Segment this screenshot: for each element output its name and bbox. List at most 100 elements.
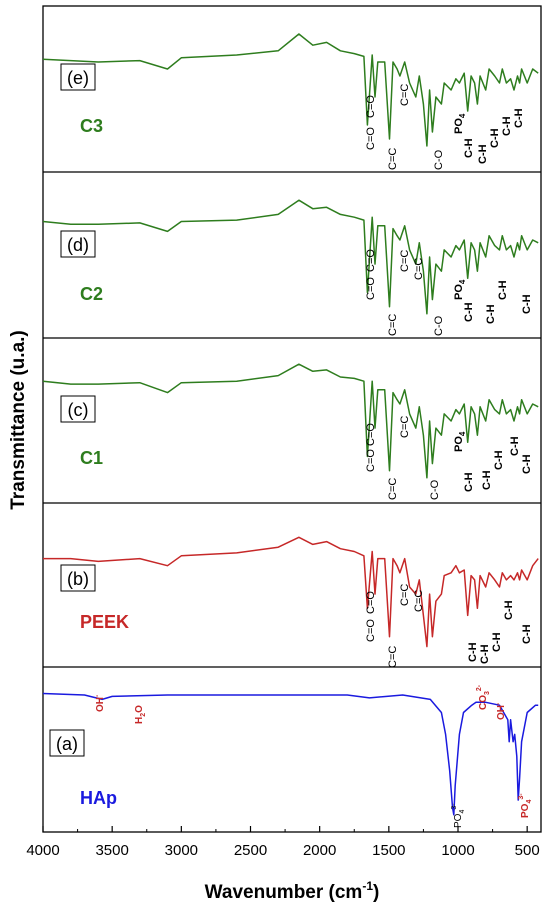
x-axis-label: Wavenumber (cm-1) bbox=[205, 879, 380, 903]
x-tick-label: 2500 bbox=[234, 842, 267, 859]
peak-label: C-H bbox=[467, 642, 479, 662]
peak-label: C=O bbox=[365, 423, 377, 446]
peak-label-subscript: 4 bbox=[526, 800, 533, 804]
x-tick-label: 3500 bbox=[95, 842, 128, 859]
spectrum-line-peek bbox=[43, 536, 539, 648]
peak-label: C-H bbox=[521, 294, 533, 314]
spectrum-line-c1 bbox=[42, 363, 539, 479]
peak-label: CO bbox=[478, 695, 489, 710]
peak-label: C=O bbox=[365, 277, 377, 300]
peak-label: C=O bbox=[365, 449, 377, 472]
x-axis-label-superscript: -1 bbox=[362, 879, 373, 893]
peak-label: C=C bbox=[387, 646, 399, 668]
peak-label: C-O bbox=[429, 479, 441, 500]
panel-d-sample-name: C2 bbox=[80, 284, 103, 304]
peak-label: C=C bbox=[413, 258, 425, 280]
peak-label-subscript: 4 bbox=[458, 431, 467, 436]
peak-label-h2o: H2O bbox=[134, 705, 147, 724]
peak-label-superscript: - bbox=[94, 694, 101, 697]
peak-label: C=C bbox=[399, 84, 411, 106]
peak-label: C=O bbox=[365, 591, 377, 614]
peak-label: C=C bbox=[387, 478, 399, 500]
peak-label-superscript: 3- bbox=[451, 803, 458, 810]
peak-label: PO bbox=[453, 813, 464, 828]
peak-label-oh: OH- bbox=[495, 702, 507, 720]
spectra-layer bbox=[42, 33, 539, 816]
peak-label: C-H bbox=[521, 624, 533, 644]
x-tick-label: 3000 bbox=[165, 842, 198, 859]
x-axis-label-main: Wavenumber (cm bbox=[205, 882, 363, 903]
panel-c-sample-name: C1 bbox=[80, 448, 103, 468]
panel-b-letter: (b) bbox=[67, 569, 89, 589]
panel-c-letter: (c) bbox=[68, 400, 89, 420]
peak-label: OH bbox=[496, 705, 507, 720]
panel-e-sample-name: C3 bbox=[80, 116, 103, 136]
peak-label-superscript: 3- bbox=[518, 793, 525, 800]
x-tick-label: 2000 bbox=[303, 842, 336, 859]
peak-label: PO bbox=[453, 284, 465, 300]
x-axis: 4000 3500 3000 2500 2000 1500 1000 500 bbox=[26, 826, 540, 859]
peak-label-subscript: 4 bbox=[458, 279, 467, 284]
peak-label: C-H bbox=[501, 116, 513, 136]
peak-label: C=C bbox=[399, 416, 411, 438]
spectrum-line-hap bbox=[42, 692, 539, 816]
peak-label-subscript: 3 bbox=[484, 691, 491, 695]
peak-label: C=O bbox=[365, 127, 377, 150]
plot-frame bbox=[42, 5, 542, 833]
peak-label: C-H bbox=[481, 470, 493, 490]
peak-label: C-H bbox=[477, 144, 489, 164]
peak-label: C=O bbox=[365, 249, 377, 272]
peak-label: C=C bbox=[387, 148, 399, 170]
panel-a: (a) HAp OH- H2O CO32- OH- PO43- PO43- bbox=[49, 684, 533, 828]
peak-label-subscript: 4 bbox=[459, 810, 466, 814]
peak-label: C-H bbox=[503, 600, 515, 620]
panel-b-letter-box bbox=[60, 564, 96, 592]
panel-e: (e) C3 C=O C=O C=C C=C C-O PO4 C-H C-H C… bbox=[60, 63, 525, 170]
panel-d: (d) C2 C=O C=O C=C C=C C=C C-O PO4 C-H C… bbox=[60, 230, 533, 336]
panel-b-sample-name: PEEK bbox=[80, 612, 129, 632]
peak-label: H bbox=[134, 717, 145, 724]
peak-label-po4: PO43- bbox=[518, 793, 533, 818]
peak-label: C-H bbox=[489, 128, 501, 148]
peak-label: C-H bbox=[479, 644, 491, 664]
peak-label: C-H bbox=[521, 454, 533, 474]
panel-c-letter-box bbox=[60, 395, 96, 423]
panel-a-letter: (a) bbox=[56, 734, 78, 754]
peak-label: PO bbox=[453, 118, 465, 134]
peak-label: OH bbox=[95, 697, 106, 712]
peak-label: C-H bbox=[463, 302, 475, 322]
peak-label-oh: OH- bbox=[94, 694, 106, 712]
peak-label: O bbox=[134, 705, 145, 713]
peak-label: C=C bbox=[413, 590, 425, 612]
peak-label: C-H bbox=[485, 304, 497, 324]
panel-e-letter: (e) bbox=[67, 68, 89, 88]
peak-label-po4: PO4 bbox=[453, 279, 467, 300]
panel-b: (b) PEEK C=O C=O C=C C=C C=C C-H C-H C-H… bbox=[60, 564, 533, 668]
peak-label: C-H bbox=[463, 138, 475, 158]
peak-label: PO bbox=[453, 436, 465, 452]
peak-label-superscript: - bbox=[495, 702, 502, 705]
spectrum-line-c3 bbox=[42, 33, 539, 147]
peak-label: C-H bbox=[497, 280, 509, 300]
panel-d-letter-box bbox=[60, 230, 96, 258]
panel-d-letter: (d) bbox=[67, 235, 89, 255]
peak-label-subscript: 4 bbox=[458, 113, 467, 118]
x-tick-label: 1000 bbox=[441, 842, 474, 859]
panel-a-sample-name: HAp bbox=[80, 788, 117, 808]
peak-label: C=C bbox=[399, 250, 411, 272]
spectrum-line-c2 bbox=[42, 199, 539, 315]
peak-label: C-H bbox=[493, 450, 505, 470]
peak-label: C-H bbox=[513, 108, 525, 128]
peak-label: C=O bbox=[365, 619, 377, 642]
peak-label: C=C bbox=[399, 584, 411, 606]
peak-label-subscript: 2 bbox=[140, 713, 147, 717]
peak-label: C-O bbox=[433, 149, 445, 170]
panel-e-letter-box bbox=[60, 63, 96, 91]
x-axis-label-end: ) bbox=[373, 882, 379, 903]
peak-label-co3: CO32- bbox=[476, 684, 491, 710]
peak-label-po4: PO4 bbox=[453, 431, 467, 452]
peak-label: C-O bbox=[433, 315, 445, 336]
x-tick-label: 4000 bbox=[26, 842, 59, 859]
x-tick-label: 500 bbox=[515, 842, 540, 859]
